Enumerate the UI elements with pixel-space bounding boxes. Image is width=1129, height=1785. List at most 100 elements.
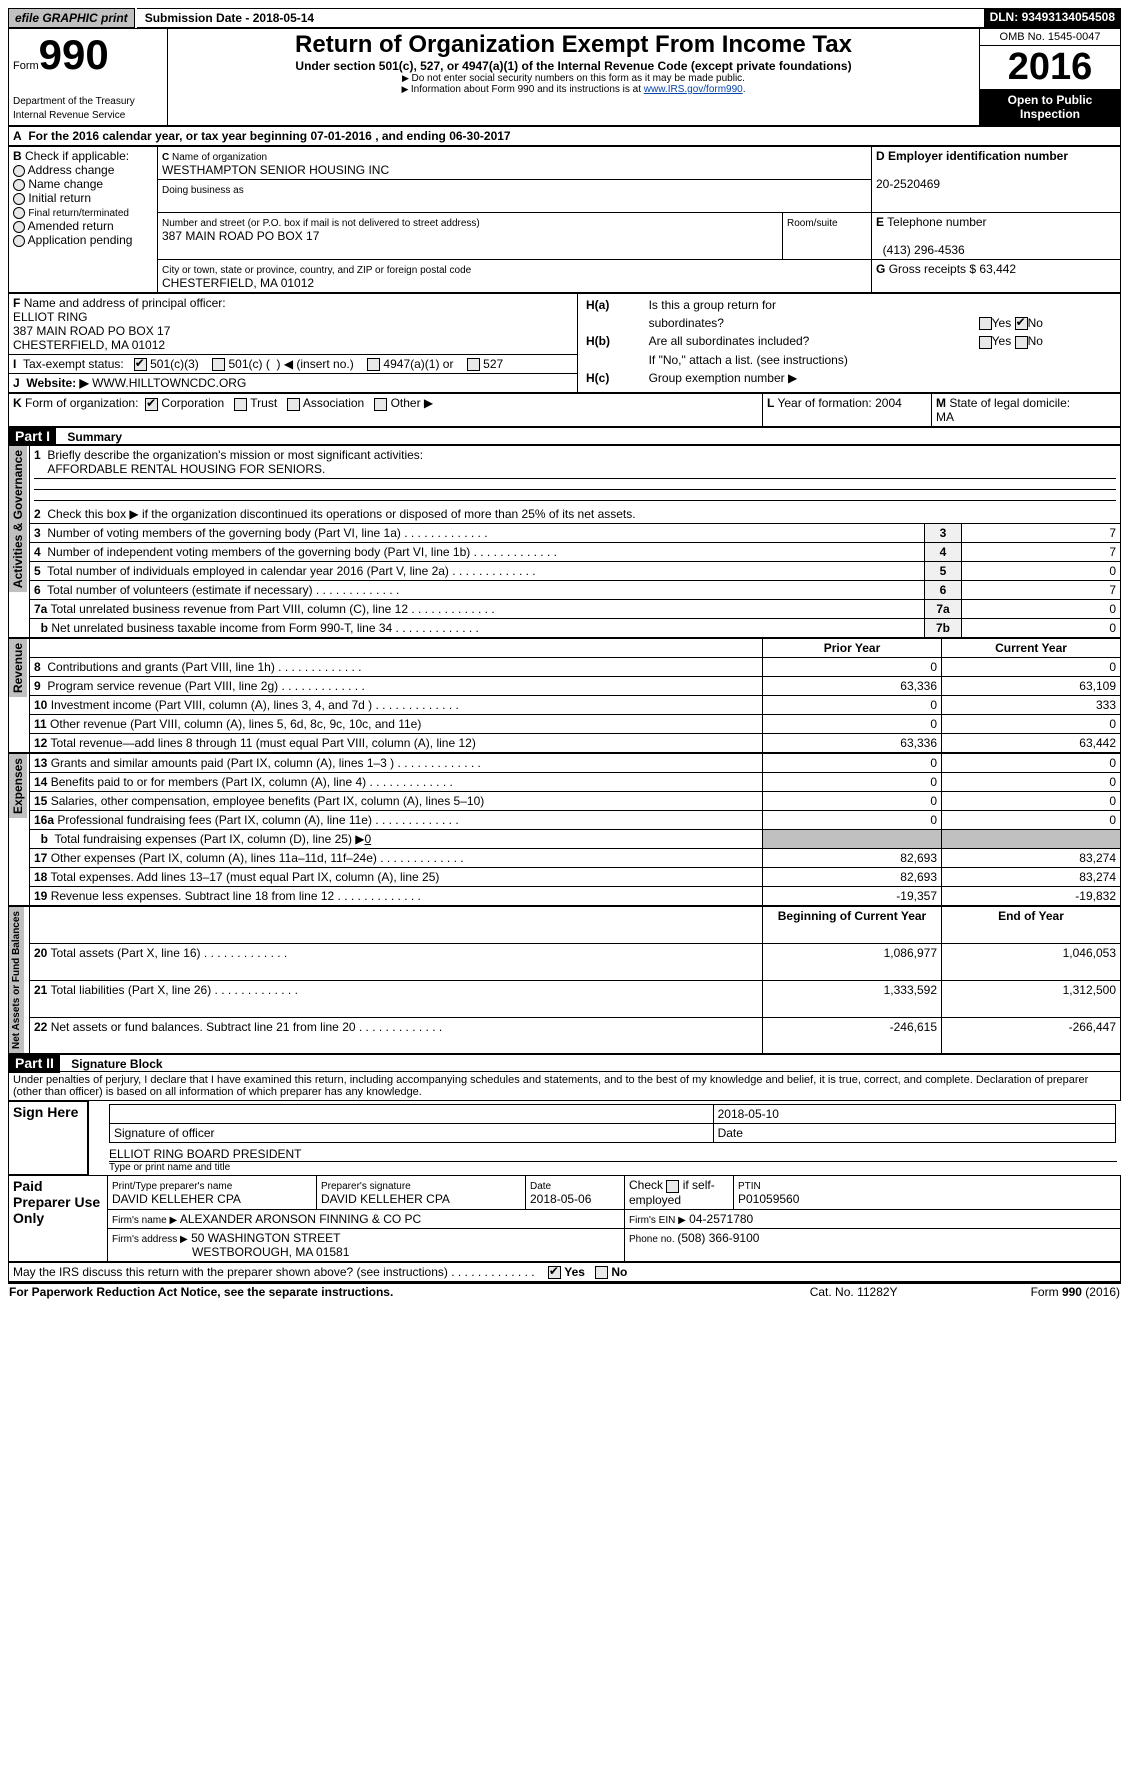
r-n: 6 [34, 583, 41, 597]
r-n: 18 [34, 870, 47, 884]
4947-checkbox[interactable] [367, 358, 380, 371]
r-p: 63,336 [763, 734, 942, 753]
rev-row-10: 10 Investment income (Part VIII, column … [9, 696, 1121, 715]
paid-prep: Paid Preparer Use Only [13, 1178, 100, 1226]
r-n: 12 [34, 736, 47, 750]
f-label: Name and address of principal officer: [24, 296, 226, 310]
r-n: 19 [34, 889, 47, 903]
r-t: Program service revenue (Part VIII, line… [47, 679, 364, 693]
name-change-radio[interactable] [13, 179, 25, 191]
rev-row-11: 11 Other revenue (Part VIII, column (A),… [9, 715, 1121, 734]
part1-num: Part I [9, 426, 56, 446]
r-t: Total number of individuals employed in … [47, 564, 535, 578]
gov-label: Activities & Governance [9, 446, 27, 592]
officer-print: ELLIOT RING BOARD PRESIDENT [109, 1147, 1117, 1162]
net-label: Net Assets or Fund Balances [9, 907, 24, 1053]
dept-treasury: Department of the Treasury [13, 96, 135, 107]
se-checkbox[interactable] [666, 1180, 679, 1193]
fa-label: Firm's address ▶ [112, 1234, 188, 1245]
initial-return-radio[interactable] [13, 193, 25, 205]
info-note: Information about Form 990 and its instr… [411, 84, 644, 95]
r-p: 82,693 [763, 849, 942, 868]
box-c-name: C Name of organization WESTHAMPTON SENIO… [158, 147, 872, 180]
r16b-val: 0 [365, 832, 372, 846]
r-c: 0 [942, 792, 1121, 811]
form-id-cell: Form990 Department of the Treasury Inter… [9, 29, 168, 126]
ha-no-checkbox[interactable] [1015, 317, 1028, 330]
firm-name: ALEXANDER ARONSON FINNING & CO PC [180, 1212, 421, 1226]
box-e: E Telephone number (413) 296-4536 [872, 213, 1121, 260]
assoc: Association [303, 396, 364, 410]
r-t: Investment income (Part VIII, column (A)… [51, 698, 459, 712]
hb-no-checkbox[interactable] [1015, 336, 1028, 349]
ssn-note: Do not enter social security numbers on … [411, 73, 744, 84]
r16b-label: Total fundraising expenses (Part IX, col… [54, 832, 364, 846]
rev-row-8: 8 Contributions and grants (Part VIII, l… [9, 658, 1121, 677]
app-pending-radio[interactable] [13, 235, 25, 247]
r-n: 21 [34, 983, 47, 997]
a-begin: 07-01-2016 [310, 129, 371, 143]
r-c: 3 [925, 524, 962, 543]
gov-row-5: 5 Total number of individuals employed i… [9, 562, 1121, 581]
ptin-label: PTIN [738, 1181, 761, 1192]
527: 527 [483, 357, 503, 371]
527-checkbox[interactable] [467, 358, 480, 371]
net-row-20: 20 Total assets (Part X, line 16)1,086,9… [9, 944, 1121, 981]
box-f: F Name and address of principal officer:… [9, 294, 578, 355]
cat-no: Cat. No. 11282Y [766, 1283, 942, 1300]
exp-row-15: 15 Salaries, other compensation, employe… [9, 792, 1121, 811]
yes-label: Yes [992, 316, 1012, 330]
irs-link[interactable]: www.IRS.gov/form990 [644, 84, 743, 95]
501c3-checkbox[interactable] [134, 358, 147, 371]
trust-checkbox[interactable] [234, 398, 247, 411]
hb-label: Are all subordinates included? [645, 332, 975, 350]
box-b: B Check if applicable: Address change Na… [9, 147, 158, 293]
irs: Internal Revenue Service [13, 110, 125, 121]
ha-yes-checkbox[interactable] [979, 317, 992, 330]
rev-label: Revenue [9, 639, 27, 697]
addr-change-radio[interactable] [13, 165, 25, 177]
box-street: Number and street (or P.O. box if mail i… [158, 213, 783, 260]
exp-row-16b: b Total fundraising expenses (Part IX, c… [9, 830, 1121, 849]
box-k: K Form of organization: Corporation Trus… [9, 394, 763, 427]
discuss-no-checkbox[interactable] [595, 1266, 608, 1279]
discuss-yes-checkbox[interactable] [548, 1266, 561, 1279]
501c-checkbox[interactable] [212, 358, 225, 371]
form-footer: 990 [1062, 1285, 1082, 1299]
exp-row-16a: 16a Professional fundraising fees (Part … [9, 811, 1121, 830]
r-p: 0 [763, 754, 942, 773]
r-v: 7 [962, 581, 1121, 600]
r-c: 1,046,053 [942, 944, 1121, 981]
year-formation: 2004 [875, 396, 902, 410]
main-title: Return of Organization Exempt From Incom… [172, 31, 975, 59]
phone: (413) 296-4536 [883, 243, 965, 257]
r-p: 0 [763, 696, 942, 715]
paid-prep-cell: Paid Preparer Use Only [9, 1176, 108, 1261]
amended-radio[interactable] [13, 221, 25, 233]
trust: Trust [250, 396, 277, 410]
omb-no: OMB No. 1545-0047 [980, 29, 1120, 46]
other-checkbox[interactable] [374, 398, 387, 411]
corp-checkbox[interactable] [145, 398, 158, 411]
other: Other ▶ [391, 396, 434, 410]
assoc-checkbox[interactable] [287, 398, 300, 411]
exp-row-17: 17 Other expenses (Part IX, column (A), … [9, 849, 1121, 868]
hb-yes-checkbox[interactable] [979, 336, 992, 349]
ps-label: Preparer's signature [321, 1181, 411, 1192]
ha-label: Is this a group return for [645, 296, 975, 314]
ein: 20-2520469 [876, 177, 940, 191]
gross-receipts: 63,442 [979, 262, 1016, 276]
r-n: 20 [34, 946, 47, 960]
c-name-label: Name of organization [172, 152, 267, 163]
r-p: -246,615 [763, 1017, 942, 1054]
r-t: Salaries, other compensation, employee b… [51, 794, 485, 808]
r-p: 0 [763, 811, 942, 830]
r-p: 1,333,592 [763, 980, 942, 1017]
gov-sidebar: Activities & Governance [9, 446, 30, 638]
final-return: Final return/terminated [28, 208, 129, 219]
final-return-radio[interactable] [13, 207, 25, 219]
gov-row-3: 3 Number of voting members of the govern… [9, 524, 1121, 543]
r-c: 6 [925, 581, 962, 600]
sign-date: 2018-05-10 [713, 1104, 1115, 1123]
r-c: 0 [942, 811, 1121, 830]
